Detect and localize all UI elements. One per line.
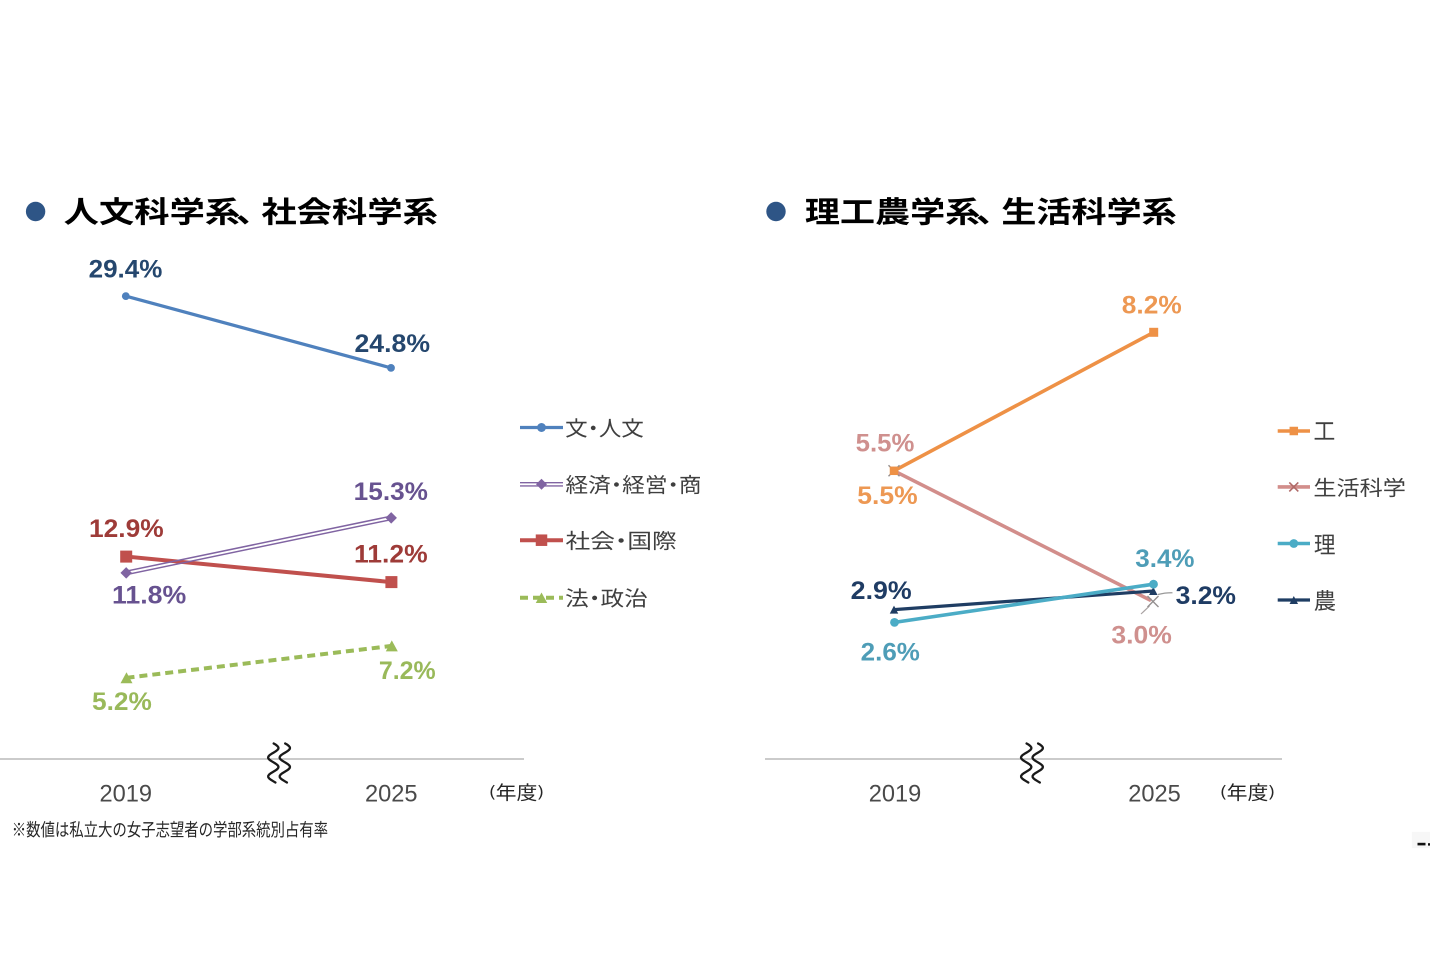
svg-text:3.4%: 3.4% [1135,545,1194,573]
svg-text:29.4%: 29.4% [89,256,163,284]
svg-text:2019: 2019 [99,780,152,807]
svg-text:3.2%: 3.2% [1176,582,1236,610]
svg-text:2.6%: 2.6% [861,639,920,667]
svg-text:15.3%: 15.3% [354,478,428,506]
svg-text:5.5%: 5.5% [857,482,917,510]
svg-text:8.2%: 8.2% [1122,292,1182,320]
svg-text:2025: 2025 [1128,780,1181,807]
svg-text:7.2%: 7.2% [379,657,436,685]
svg-text:3.0%: 3.0% [1111,621,1172,649]
svg-text:11.2%: 11.2% [354,541,428,569]
svg-text:12.9%: 12.9% [89,515,164,543]
svg-text:5.5%: 5.5% [856,429,915,457]
svg-text:2.9%: 2.9% [851,577,912,605]
svg-text:2025: 2025 [365,780,418,807]
svg-text:24.8%: 24.8% [355,330,431,358]
svg-text:11.8%: 11.8% [112,582,186,610]
svg-text:5.2%: 5.2% [92,688,152,716]
svg-text:2019: 2019 [869,780,922,807]
